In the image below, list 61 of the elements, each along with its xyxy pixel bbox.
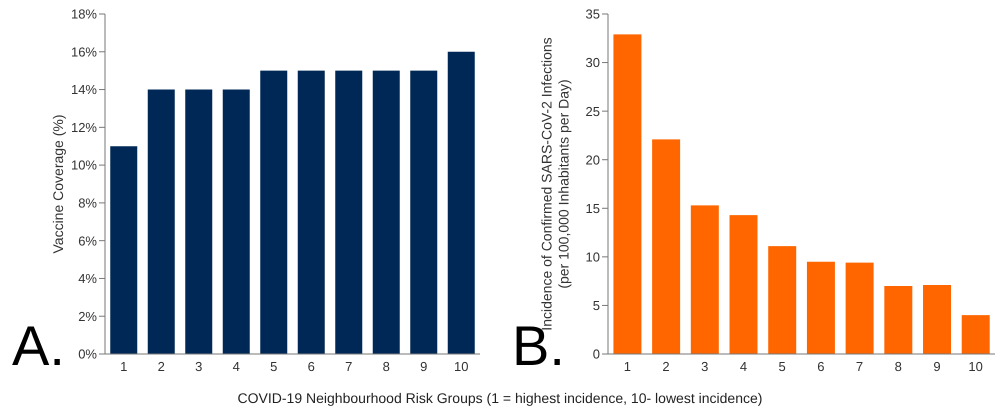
y-tick-label: 20 bbox=[586, 152, 600, 168]
y-tick-label: 2% bbox=[78, 308, 98, 324]
bar bbox=[768, 246, 796, 354]
x-tick-label: 9 bbox=[933, 359, 941, 374]
x-tick-label: 6 bbox=[817, 359, 824, 374]
y-tick-label: 0% bbox=[78, 346, 98, 362]
y-tick-label: 0 bbox=[592, 346, 600, 362]
x-tick-label: 6 bbox=[308, 359, 315, 374]
y-tick-label: 10% bbox=[70, 158, 98, 173]
y-tick-label: 16% bbox=[70, 44, 98, 60]
y-tick-label: 4% bbox=[78, 271, 98, 286]
y-tick-label: 6% bbox=[78, 233, 98, 248]
text: A. bbox=[12, 314, 65, 377]
y-tick-label: 35 bbox=[586, 6, 600, 22]
x-tick-label: 8 bbox=[894, 359, 902, 374]
bar bbox=[148, 90, 175, 354]
x-tick-label: 2 bbox=[158, 359, 165, 374]
bar bbox=[884, 286, 912, 354]
bar bbox=[962, 315, 990, 354]
bar bbox=[372, 70, 400, 354]
x-tick-label: 2 bbox=[662, 359, 670, 374]
bar bbox=[652, 139, 680, 354]
bar bbox=[298, 70, 325, 354]
bar bbox=[806, 262, 835, 354]
x-tick-label: 10 bbox=[968, 359, 983, 374]
x-tick-label: 3 bbox=[701, 359, 708, 374]
bar bbox=[923, 285, 952, 354]
x-tick-label: 1 bbox=[120, 359, 128, 374]
bar bbox=[110, 146, 138, 354]
y-tick-label: 18% bbox=[70, 6, 98, 22]
bar bbox=[690, 205, 719, 354]
x-tick-label: 1 bbox=[624, 359, 631, 374]
bar bbox=[613, 34, 642, 354]
x-tick-label: 7 bbox=[856, 359, 864, 374]
x-axis-title: COVID-19 Neighbourhood Risk Groups (1 = highest incidence, 10- lowest incidence) bbox=[236, 390, 764, 406]
y-tick-label: 12% bbox=[70, 120, 98, 135]
bar bbox=[846, 262, 874, 354]
x-tick-label: 4 bbox=[740, 359, 748, 374]
y-tick-label: 5 bbox=[592, 298, 600, 314]
x-tick-label: 7 bbox=[345, 359, 352, 374]
x-tick-label: 5 bbox=[270, 359, 278, 374]
bar bbox=[222, 90, 250, 354]
y-axis-title: Vaccine Coverage (%) bbox=[50, 114, 66, 254]
bar bbox=[730, 215, 758, 354]
bar bbox=[335, 70, 362, 354]
y-tick-label: 10 bbox=[586, 249, 600, 264]
x-tick-label: 5 bbox=[778, 359, 786, 374]
x-tick-label: 4 bbox=[232, 359, 240, 374]
y-tick-label: 25 bbox=[586, 104, 600, 119]
bar bbox=[185, 90, 212, 354]
y-tick-label: 14% bbox=[70, 82, 98, 98]
bar bbox=[410, 70, 438, 354]
x-tick-label: 8 bbox=[382, 359, 390, 374]
y-tick-label: 8% bbox=[78, 196, 98, 211]
y-tick-label: 15 bbox=[586, 200, 600, 216]
bar bbox=[260, 70, 288, 354]
bar bbox=[448, 52, 475, 354]
x-tick-label: 3 bbox=[195, 359, 202, 374]
x-tick-label: 9 bbox=[420, 359, 428, 374]
x-tick-label: 10 bbox=[454, 359, 468, 374]
y-tick-label: 30 bbox=[586, 55, 600, 70]
